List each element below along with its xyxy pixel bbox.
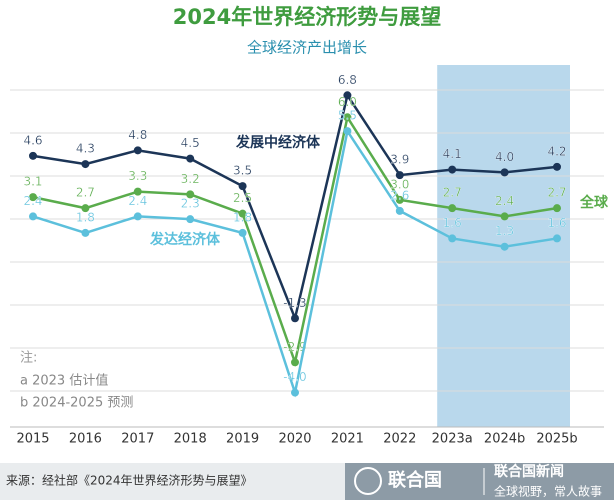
note: b 2024-2025 预测 (20, 396, 133, 411)
value-label: 2.4 (128, 194, 147, 208)
value-label: 4.5 (181, 136, 200, 150)
point (343, 91, 352, 100)
note: a 2023 估计值 (20, 373, 108, 389)
value-label: 3.5 (233, 164, 252, 178)
footer-brand-bg (345, 463, 614, 500)
point (81, 228, 90, 237)
x-tick-label: 2017 (121, 432, 154, 447)
un-logo (354, 467, 382, 495)
point (133, 146, 142, 155)
point (238, 182, 247, 191)
chart-title: 2024年世界经济形势与展望 (173, 5, 441, 29)
value-label: 2.3 (181, 197, 200, 211)
x-tick-label: 2020 (278, 432, 311, 447)
point (186, 190, 195, 199)
value-label: 3.3 (128, 169, 147, 183)
point (238, 228, 247, 237)
point (500, 168, 509, 177)
point (448, 165, 457, 174)
value-label: 1.6 (443, 216, 462, 230)
value-label: 3.0 (390, 177, 409, 191)
point (81, 160, 90, 169)
x-tick-label: 2021 (331, 432, 364, 447)
point (343, 113, 352, 122)
point (133, 212, 142, 221)
footer-source: 来源：经社部《2024年世界经济形势与展望》 (6, 473, 253, 488)
value-label: -2.9 (283, 340, 306, 354)
series-label: 全球 (579, 194, 609, 211)
value-label: 6.0 (338, 95, 357, 109)
value-label: 2.7 (547, 186, 566, 200)
x-tick-label: 2019 (226, 432, 259, 447)
point (500, 242, 509, 251)
value-label: 3.1 (23, 175, 42, 189)
value-label: 3.2 (181, 172, 200, 186)
value-label: 4.1 (443, 147, 462, 161)
point (291, 388, 299, 397)
point (186, 215, 195, 224)
footer-slogan: 全球视野，常人故事 (494, 484, 602, 499)
note: 注: (20, 351, 37, 366)
value-label: 2.5 (233, 191, 252, 205)
point (395, 195, 404, 204)
point (553, 204, 561, 213)
value-label: 6.8 (338, 73, 357, 87)
value-label: 1.6 (547, 216, 566, 230)
value-label: 2.4 (23, 194, 42, 208)
value-label: 4.2 (547, 144, 566, 158)
x-tick-label: 2018 (174, 432, 207, 447)
value-label: 2.6 (390, 188, 409, 202)
x-tick-label: 2015 (16, 432, 49, 447)
footer-brand: 联合国 (388, 469, 442, 491)
value-label: 4.6 (23, 133, 42, 147)
value-label: 2.7 (76, 186, 95, 200)
series-label: 发达经济体 (149, 231, 221, 248)
point (395, 171, 404, 180)
x-tick-label: 2024b (484, 432, 525, 447)
point (395, 206, 404, 215)
value-label: 4.8 (128, 128, 147, 142)
value-label: 5.5 (338, 109, 357, 123)
point (29, 212, 37, 221)
x-tick-label: 2025b (536, 432, 577, 447)
point (553, 162, 561, 171)
point (133, 187, 142, 196)
point (186, 154, 195, 163)
value-label: -4.0 (283, 370, 306, 384)
point (553, 234, 561, 243)
x-tick-label: 2023a (432, 432, 473, 447)
point (291, 314, 299, 323)
value-label: 2.4 (495, 194, 514, 208)
x-tick-label: 2016 (69, 432, 102, 447)
value-label: 4.3 (76, 142, 95, 156)
value-label: -1.3 (283, 296, 306, 310)
value-label: 3.9 (390, 153, 409, 167)
series-label: 发展中经济体 (235, 134, 321, 151)
point (343, 127, 352, 136)
value-label: 4.0 (495, 150, 514, 164)
chart-subtitle: 全球经济产出增长 (247, 39, 367, 57)
point (238, 209, 247, 218)
value-label: 1.3 (495, 224, 514, 238)
value-label: 1.8 (76, 210, 95, 224)
point (448, 234, 457, 243)
point (448, 204, 457, 213)
point (500, 212, 509, 221)
value-label: 1.8 (233, 210, 252, 224)
point (81, 204, 90, 213)
point (291, 358, 299, 367)
footer-news: 联合国新闻 (494, 463, 564, 480)
point (29, 193, 37, 202)
x-tick-label: 2022 (383, 432, 416, 447)
point (29, 151, 37, 160)
value-label: 2.7 (443, 186, 462, 200)
